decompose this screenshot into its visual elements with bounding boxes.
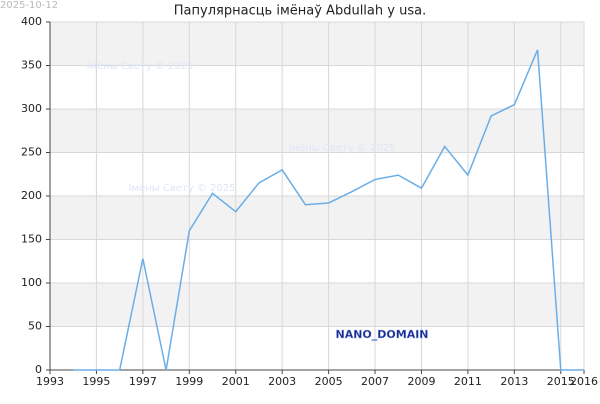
x-tick-label: 2011 — [454, 375, 482, 388]
domain-label: NANO_DOMAIN — [335, 328, 428, 341]
y-tick-label: 350 — [21, 59, 42, 72]
x-tick-label: 2013 — [500, 375, 528, 388]
x-tick-label: 2005 — [315, 375, 343, 388]
watermark: Імёны Свету © 2025 — [129, 183, 236, 194]
y-tick-label: 400 — [21, 15, 42, 28]
band — [50, 283, 584, 327]
x-tick-label: 2016 — [570, 375, 598, 388]
y-tick-label: 300 — [21, 102, 42, 115]
band — [50, 109, 584, 153]
x-tick-label: 2003 — [268, 375, 296, 388]
x-tick-label: 1993 — [36, 375, 64, 388]
line — [73, 49, 584, 371]
y-tick-label: 150 — [21, 233, 42, 246]
x-tick-label: 1999 — [175, 375, 203, 388]
band — [50, 196, 584, 240]
x-tick-label: 2007 — [361, 375, 389, 388]
date: 2025-10-12 — [0, 0, 58, 11]
y-tick-label: 100 — [21, 276, 42, 289]
x-tick-label: 1997 — [129, 375, 157, 388]
bands — [50, 22, 584, 327]
y-tick-label: 200 — [21, 189, 42, 202]
x-tick-label: 2009 — [407, 375, 435, 388]
y-tick-label: 50 — [28, 320, 42, 333]
watermark: Імёны Свету © 2025 — [289, 143, 396, 154]
x-tick-label: 2015 — [547, 375, 575, 388]
x-tick-label: 2001 — [222, 375, 250, 388]
band — [50, 22, 584, 66]
x-tick-label: 1995 — [82, 375, 110, 388]
y-tick-label: 250 — [21, 146, 42, 159]
y-tick-label: 0 — [35, 363, 42, 376]
watermark: Імёны Свету © 2025 — [87, 61, 194, 72]
chart-title: Папулярнасць імёнаў Abdullah у usa. — [174, 4, 426, 19]
